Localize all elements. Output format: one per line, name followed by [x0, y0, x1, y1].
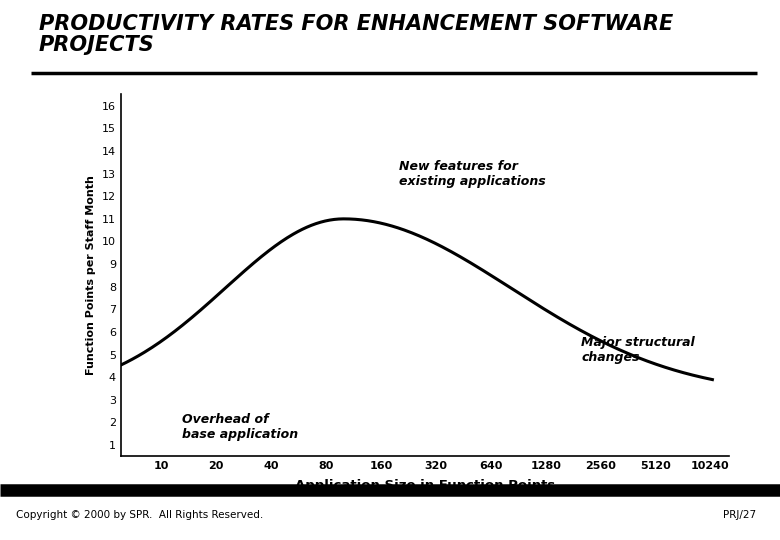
Text: Copyright © 2000 by SPR.  All Rights Reserved.: Copyright © 2000 by SPR. All Rights Rese… [16, 510, 263, 520]
X-axis label: Application Size in Function Points: Application Size in Function Points [295, 480, 555, 492]
Y-axis label: Function Points per Staff Month: Function Points per Staff Month [87, 176, 97, 375]
Text: New features for
existing applications: New features for existing applications [399, 160, 545, 187]
Text: Overhead of
base application: Overhead of base application [183, 413, 298, 441]
Text: PROJECTS: PROJECTS [39, 35, 154, 55]
Text: PRODUCTIVITY RATES FOR ENHANCEMENT SOFTWARE: PRODUCTIVITY RATES FOR ENHANCEMENT SOFTW… [39, 14, 673, 33]
Text: Major structural
changes: Major structural changes [581, 336, 695, 364]
Text: PRJ/27: PRJ/27 [724, 510, 757, 520]
